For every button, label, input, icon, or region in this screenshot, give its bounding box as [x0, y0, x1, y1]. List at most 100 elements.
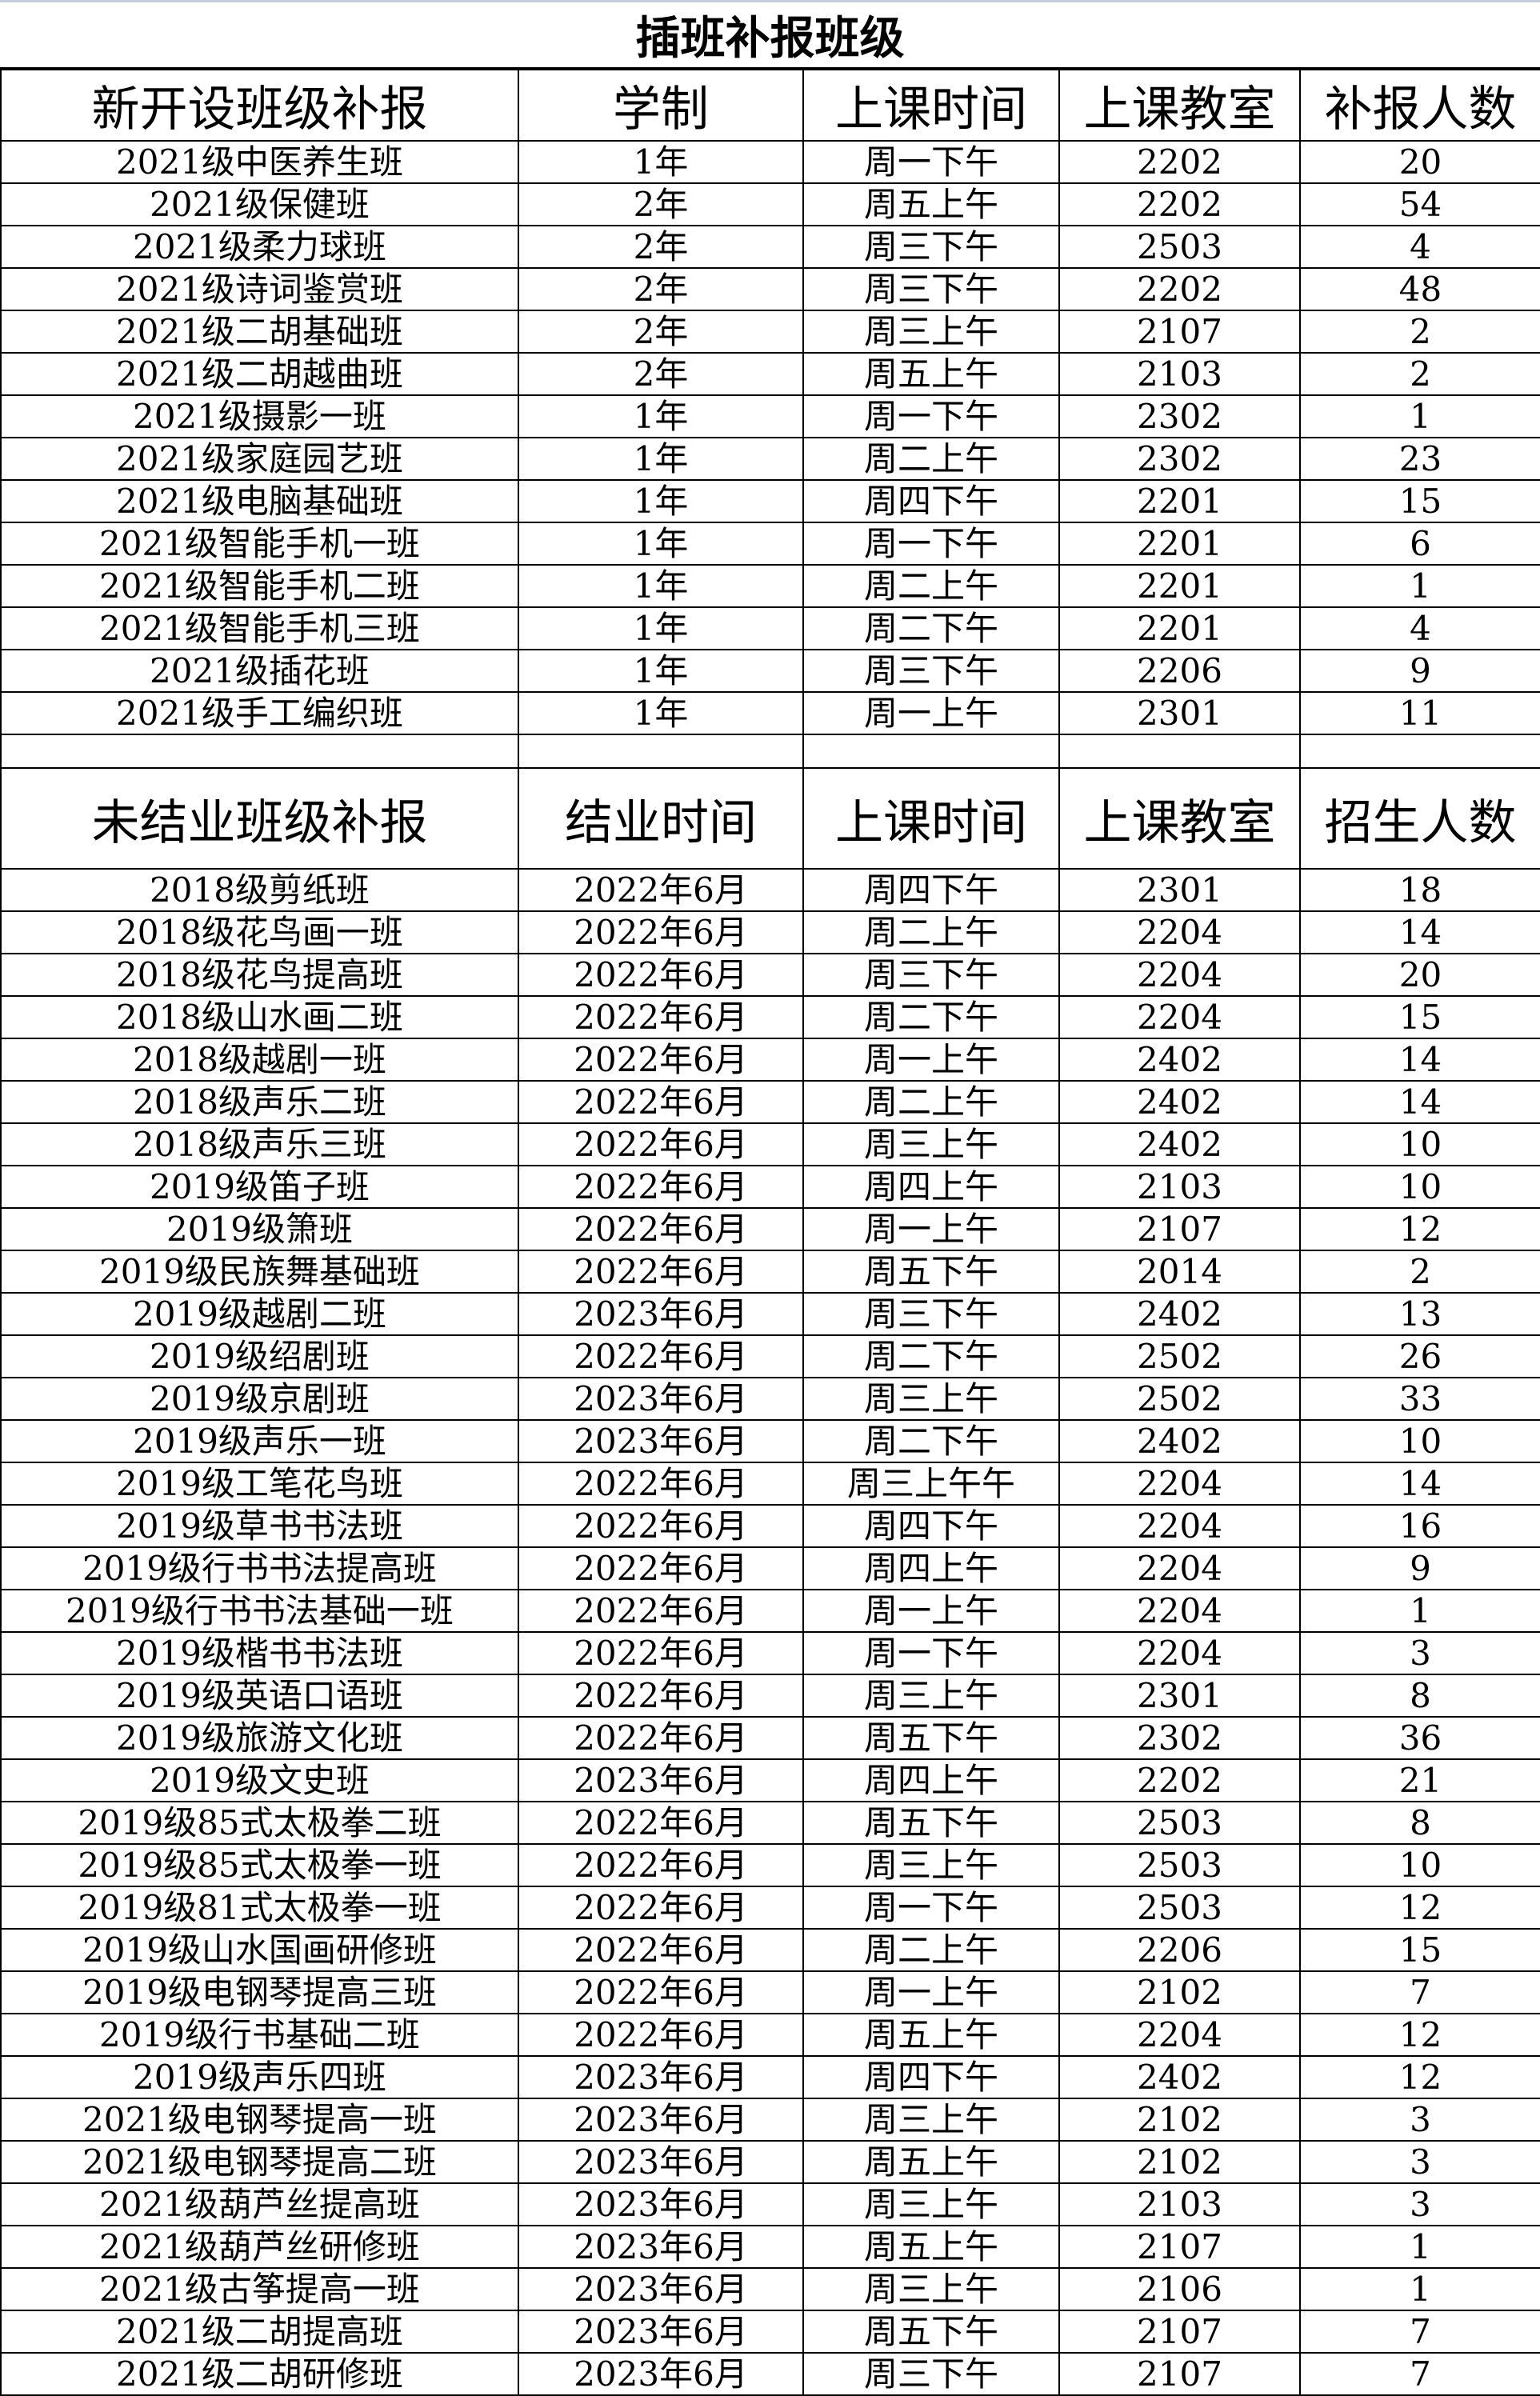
cell-class-name[interactable]: 2019级京剧班	[0, 1377, 519, 1421]
cell-class-name[interactable]: 2021级柔力球班	[0, 225, 519, 269]
cell-count[interactable]: 10	[1299, 1122, 1540, 1166]
cell-class-time[interactable]: 周一上午	[802, 691, 1060, 735]
cell-class-name[interactable]: 2021级葫芦丝提高班	[0, 2182, 519, 2226]
cell-duration[interactable]: 1年	[518, 437, 804, 481]
cell-classroom[interactable]: 2402	[1058, 1292, 1301, 1336]
cell-classroom[interactable]: 2202	[1058, 182, 1301, 226]
cell-class-name[interactable]: 2018级花鸟提高班	[0, 953, 519, 997]
cell-class-time[interactable]: 周二上午	[802, 910, 1060, 954]
cell-duration[interactable]: 1年	[518, 649, 804, 693]
cell-class-name[interactable]: 2019级85式太极拳二班	[0, 1801, 519, 1845]
cell-classroom[interactable]: 2102	[1058, 2140, 1301, 2184]
cell-class-name[interactable]: 2018级花鸟画一班	[0, 910, 519, 954]
cell-class-name[interactable]: 2021级葫芦丝研修班	[0, 2225, 519, 2269]
cell-class-name[interactable]: 2019级81式太极拳一班	[0, 1886, 519, 1930]
cell-class-name[interactable]: 2021级二胡提高班	[0, 2310, 519, 2354]
cell-class-name[interactable]: 2021级古筝提高一班	[0, 2267, 519, 2311]
empty-cell[interactable]	[518, 734, 804, 769]
cell-classroom[interactable]: 2204	[1058, 1631, 1301, 1675]
cell-class-time[interactable]: 周三下午	[802, 953, 1060, 997]
cell-class-time[interactable]: 周一下午	[802, 394, 1060, 438]
cell-count[interactable]: 36	[1299, 1716, 1540, 1760]
cell-duration[interactable]: 2022年6月	[518, 1631, 804, 1675]
cell-class-name[interactable]: 2019级行书书法提高班	[0, 1546, 519, 1590]
cell-class-time[interactable]: 周三下午	[802, 267, 1060, 311]
cell-duration[interactable]: 2022年6月	[518, 910, 804, 954]
cell-count[interactable]: 1	[1299, 2225, 1540, 2269]
cell-classroom[interactable]: 2402	[1058, 1038, 1301, 1082]
cell-duration[interactable]: 2023年6月	[518, 1419, 804, 1463]
cell-class-time[interactable]: 周三下午	[802, 1292, 1060, 1336]
cell-count[interactable]: 3	[1299, 2140, 1540, 2184]
cell-classroom[interactable]: 2107	[1058, 1207, 1301, 1251]
cell-classroom[interactable]: 2107	[1058, 2310, 1301, 2354]
cell-count[interactable]: 18	[1299, 868, 1540, 912]
cell-classroom[interactable]: 2103	[1058, 2182, 1301, 2226]
cell-classroom[interactable]: 2402	[1058, 2055, 1301, 2099]
cell-class-name[interactable]: 2019级行书书法基础一班	[0, 1589, 519, 1633]
cell-count[interactable]: 8	[1299, 1674, 1540, 1718]
cell-count[interactable]: 12	[1299, 1207, 1540, 1251]
cell-class-time[interactable]: 周二下午	[802, 1419, 1060, 1463]
cell-classroom[interactable]: 2301	[1058, 1674, 1301, 1718]
cell-duration[interactable]: 2023年6月	[518, 2182, 804, 2226]
cell-duration[interactable]: 2022年6月	[518, 1080, 804, 1124]
cell-class-time[interactable]: 周五上午	[802, 2225, 1060, 2269]
cell-count[interactable]: 12	[1299, 2013, 1540, 2057]
header-class-time[interactable]: 上课时间	[802, 69, 1060, 142]
cell-classroom[interactable]: 2204	[1058, 995, 1301, 1039]
cell-classroom[interactable]: 2204	[1058, 1546, 1301, 1590]
cell-count[interactable]: 4	[1299, 225, 1540, 269]
header-count[interactable]: 补报人数	[1299, 69, 1540, 142]
cell-classroom[interactable]: 2107	[1058, 310, 1301, 354]
cell-count[interactable]: 1	[1299, 1589, 1540, 1633]
cell-class-time[interactable]: 周四下午	[802, 479, 1060, 523]
cell-duration[interactable]: 2022年6月	[518, 1038, 804, 1082]
cell-classroom[interactable]: 2201	[1058, 564, 1301, 608]
cell-class-time[interactable]: 周四下午	[802, 1504, 1060, 1548]
cell-class-name[interactable]: 2018级声乐二班	[0, 1080, 519, 1124]
cell-count[interactable]: 14	[1299, 910, 1540, 954]
cell-count[interactable]: 23	[1299, 437, 1540, 481]
cell-class-time[interactable]: 周二下午	[802, 606, 1060, 650]
cell-class-name[interactable]: 2021级诗词鉴赏班	[0, 267, 519, 311]
cell-class-time[interactable]: 周三上午	[802, 2182, 1060, 2226]
header-duration[interactable]: 学制	[518, 69, 804, 142]
cell-duration[interactable]: 2023年6月	[518, 2310, 804, 2354]
cell-duration[interactable]: 2022年6月	[518, 1207, 804, 1251]
cell-count[interactable]: 4	[1299, 606, 1540, 650]
cell-class-name[interactable]: 2019级绍剧班	[0, 1334, 519, 1378]
cell-classroom[interactable]: 2402	[1058, 1122, 1301, 1166]
cell-class-time[interactable]: 周四下午	[802, 2055, 1060, 2099]
cell-count[interactable]: 10	[1299, 1419, 1540, 1463]
cell-class-name[interactable]: 2021级二胡研修班	[0, 2352, 519, 2396]
cell-classroom[interactable]: 2204	[1058, 1589, 1301, 1633]
cell-class-name[interactable]: 2021级二胡基础班	[0, 310, 519, 354]
cell-class-time[interactable]: 周二上午	[802, 1928, 1060, 1972]
cell-class-time[interactable]: 周三下午	[802, 649, 1060, 693]
cell-duration[interactable]: 2023年6月	[518, 1377, 804, 1421]
cell-count[interactable]: 48	[1299, 267, 1540, 311]
header-classroom[interactable]: 上课教室	[1058, 69, 1301, 142]
cell-count[interactable]: 10	[1299, 1843, 1540, 1887]
cell-class-name[interactable]: 2018级越剧一班	[0, 1038, 519, 1082]
header-class-name[interactable]: 未结业班级补报	[0, 767, 519, 870]
cell-class-time[interactable]: 周一上午	[802, 1038, 1060, 1082]
cell-class-time[interactable]: 周二上午	[802, 564, 1060, 608]
cell-class-name[interactable]: 2018级声乐三班	[0, 1122, 519, 1166]
cell-duration[interactable]: 1年	[518, 691, 804, 735]
cell-classroom[interactable]: 2502	[1058, 1334, 1301, 1378]
cell-class-name[interactable]: 2019级工笔花鸟班	[0, 1462, 519, 1506]
cell-classroom[interactable]: 2103	[1058, 1165, 1301, 1209]
cell-class-name[interactable]: 2021级二胡越曲班	[0, 352, 519, 396]
cell-class-time[interactable]: 周一上午	[802, 1589, 1060, 1633]
cell-count[interactable]: 7	[1299, 2352, 1540, 2396]
cell-class-name[interactable]: 2019级民族舞基础班	[0, 1250, 519, 1294]
cell-duration[interactable]: 2023年6月	[518, 2225, 804, 2269]
cell-classroom[interactable]: 2302	[1058, 437, 1301, 481]
header-class-name[interactable]: 新开设班级补报	[0, 69, 519, 142]
cell-classroom[interactable]: 2201	[1058, 522, 1301, 566]
cell-class-time[interactable]: 周一下午	[802, 140, 1060, 184]
cell-duration[interactable]: 2022年6月	[518, 1334, 804, 1378]
cell-duration[interactable]: 2023年6月	[518, 2267, 804, 2311]
